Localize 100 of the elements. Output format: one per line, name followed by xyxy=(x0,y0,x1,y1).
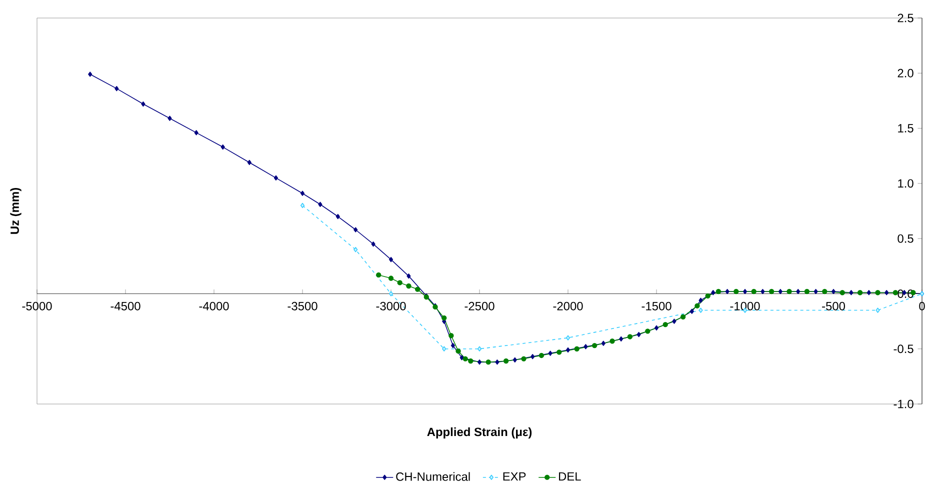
point xyxy=(414,286,420,292)
point xyxy=(168,116,172,121)
point xyxy=(538,352,544,358)
x-axis-title: Applied Strain (με) xyxy=(427,427,532,439)
point xyxy=(619,336,624,342)
x-tick-label: -4000 xyxy=(199,302,229,310)
point xyxy=(694,303,700,308)
point xyxy=(711,290,716,296)
point xyxy=(884,290,889,296)
point xyxy=(442,315,447,321)
y-tick-label: 0.5 xyxy=(898,234,914,243)
legend-label: CH-Numerical xyxy=(396,472,470,481)
point xyxy=(814,288,818,294)
point xyxy=(406,273,411,279)
point xyxy=(274,175,278,181)
point xyxy=(388,276,394,281)
point xyxy=(705,293,710,299)
point xyxy=(220,144,225,150)
point xyxy=(468,358,474,364)
point xyxy=(477,346,482,352)
point xyxy=(397,280,402,286)
point xyxy=(88,72,92,77)
point xyxy=(486,360,491,365)
x-tick-label: -3500 xyxy=(288,302,318,310)
point xyxy=(512,357,517,362)
point xyxy=(354,247,358,252)
point xyxy=(592,342,598,348)
x-tick-label: -500 xyxy=(822,302,846,310)
x-tick-label: -3000 xyxy=(376,302,406,310)
point xyxy=(875,290,880,296)
point xyxy=(460,355,464,360)
point xyxy=(141,101,146,107)
y-tick-label: 1.5 xyxy=(898,124,914,132)
point xyxy=(584,344,588,350)
point xyxy=(371,241,376,247)
point xyxy=(760,288,765,294)
point xyxy=(300,202,305,208)
point xyxy=(672,318,676,324)
point xyxy=(610,338,615,344)
point xyxy=(566,335,570,340)
point xyxy=(645,328,650,334)
point xyxy=(548,350,552,356)
point xyxy=(778,288,782,294)
point xyxy=(804,288,810,294)
point xyxy=(336,214,340,220)
point xyxy=(462,356,468,362)
legend-label: EXP xyxy=(503,472,526,481)
point xyxy=(406,283,412,289)
x-tick-label: -2500 xyxy=(464,302,494,310)
point xyxy=(388,256,394,262)
y-tick-label: 2.5 xyxy=(898,14,914,22)
x-tick-label: -5000 xyxy=(22,302,52,310)
point xyxy=(556,350,562,355)
point xyxy=(495,360,500,365)
point xyxy=(716,288,722,294)
y-tick-label: 1.0 xyxy=(898,179,914,188)
point xyxy=(751,288,756,294)
point xyxy=(698,298,703,303)
point xyxy=(796,288,800,294)
legend-label: DEL xyxy=(559,472,581,481)
point xyxy=(866,290,871,296)
point xyxy=(114,86,119,92)
point xyxy=(627,334,633,340)
point xyxy=(876,308,880,313)
point xyxy=(822,288,828,294)
point xyxy=(690,308,694,314)
point xyxy=(530,354,535,360)
point xyxy=(566,347,570,353)
x-tick-label: -4500 xyxy=(110,302,140,310)
point xyxy=(574,346,580,352)
point xyxy=(725,288,730,294)
x-tick-label: -2000 xyxy=(553,302,583,310)
point xyxy=(450,342,455,348)
y-tick-label: 2.0 xyxy=(898,68,914,78)
x-tick-label: -1500 xyxy=(642,302,672,310)
point xyxy=(503,358,509,364)
point xyxy=(734,288,739,294)
point xyxy=(448,333,454,338)
point xyxy=(840,290,845,296)
point xyxy=(680,314,686,320)
x-tick-label: 0 xyxy=(919,302,925,310)
point xyxy=(601,340,606,346)
point xyxy=(300,190,305,196)
point xyxy=(354,227,358,232)
point xyxy=(857,290,863,296)
point xyxy=(442,346,446,352)
point xyxy=(768,288,774,294)
point xyxy=(742,288,748,294)
x-tick-label: -1000 xyxy=(730,302,760,310)
point xyxy=(388,291,394,296)
y-tick-label: -0.5 xyxy=(894,344,914,354)
point xyxy=(654,325,659,330)
point xyxy=(786,288,792,294)
point xyxy=(477,360,482,365)
y-axis-title: Uz (mm) xyxy=(10,188,22,234)
y-tick-label: -1.0 xyxy=(894,400,914,408)
point xyxy=(636,332,641,338)
point xyxy=(662,322,668,328)
point xyxy=(247,160,252,166)
point xyxy=(456,348,461,354)
